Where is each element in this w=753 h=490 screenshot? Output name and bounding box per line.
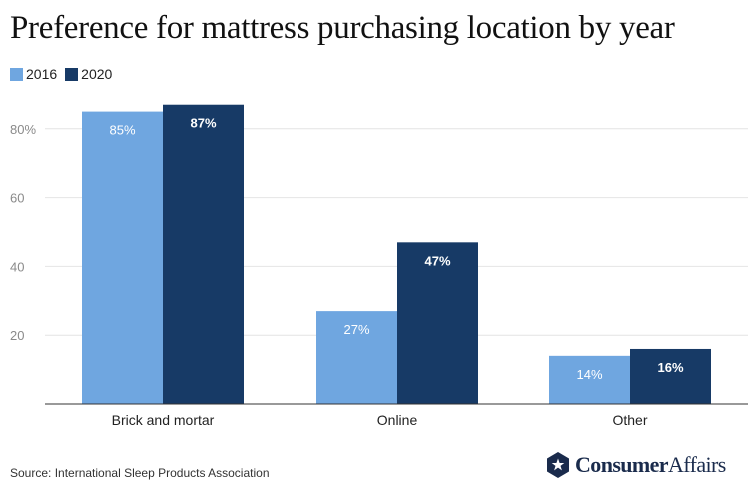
legend-label-2020: 2020 (81, 66, 113, 82)
legend-swatch-2016 (10, 67, 23, 81)
bar-2016-0 (82, 111, 163, 404)
bar-2020-0 (163, 104, 244, 404)
brand-name-regular: Affairs (667, 452, 726, 477)
legend-item-2020: 2020 (65, 66, 112, 82)
x-category-label: Online (377, 412, 418, 428)
bar-2016-2 (549, 355, 630, 404)
data-label: 47% (424, 253, 450, 268)
legend-label-2016: 2016 (26, 66, 58, 82)
y-tick-label: 40 (10, 259, 24, 274)
star-shield-icon (547, 452, 569, 478)
y-tick-label: 80% (10, 122, 36, 137)
y-tick-label: 60 (10, 191, 24, 206)
chart-title: Preference for mattress purchasing locat… (10, 10, 675, 46)
data-label: 27% (343, 322, 369, 337)
bar-2020-1 (397, 242, 478, 404)
source-note: Source: International Sleep Products Ass… (10, 466, 270, 480)
bar-2020-2 (630, 348, 711, 404)
data-label: 85% (109, 123, 135, 138)
brand-name-bold: Consumer (575, 452, 669, 477)
data-label: 87% (190, 116, 216, 131)
x-category-label: Other (612, 412, 647, 428)
brand-name: ConsumerAffairs (575, 452, 726, 478)
x-category-label: Brick and mortar (112, 412, 215, 428)
legend-swatch-2020 (65, 67, 79, 81)
data-label: 14% (576, 367, 602, 382)
y-tick-label: 20 (10, 328, 24, 343)
brand-logo: ConsumerAffairs (545, 451, 726, 479)
data-label: 16% (657, 360, 683, 375)
legend-item-2016: 2016 (10, 66, 57, 82)
legend: 2016 2020 (10, 66, 112, 82)
bar-2016-1 (316, 311, 397, 404)
